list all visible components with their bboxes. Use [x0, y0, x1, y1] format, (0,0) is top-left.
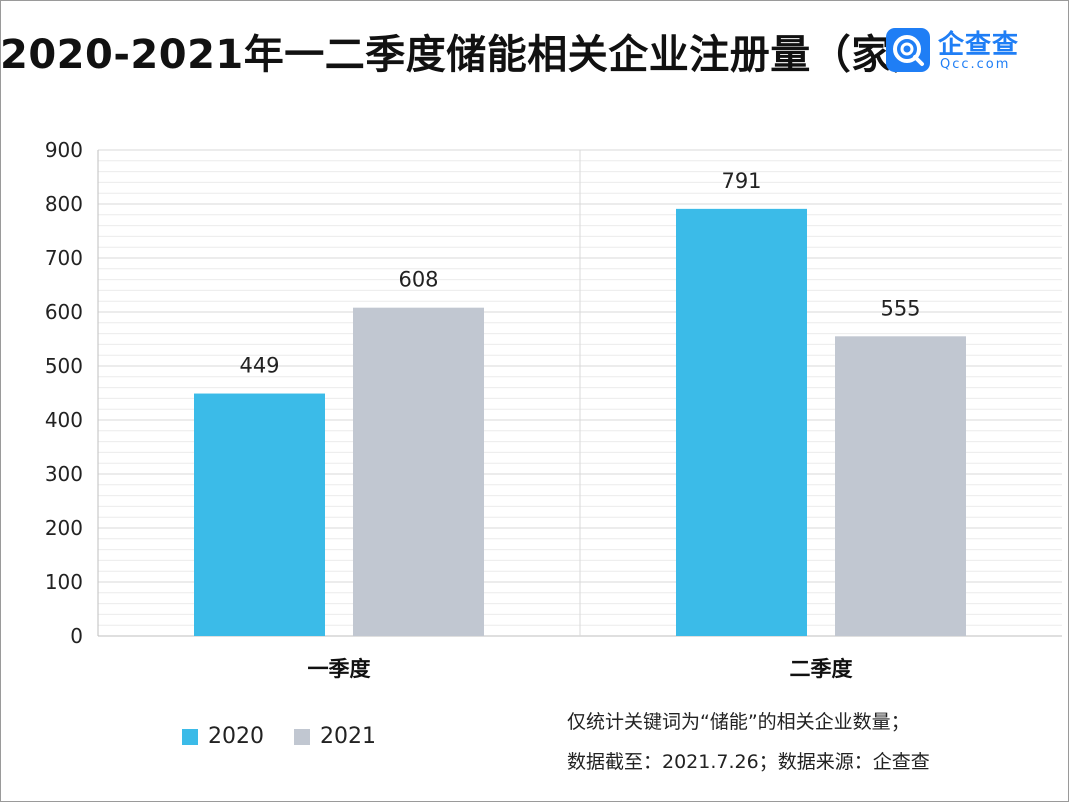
y-tick-label: 900 [45, 138, 83, 162]
qcc-logo-icon [886, 28, 930, 72]
x-category-label: 一季度 [308, 657, 371, 681]
data-label: 449 [239, 354, 279, 378]
y-tick-label: 300 [45, 462, 83, 486]
y-tick-label: 0 [70, 624, 83, 648]
y-tick-label: 100 [45, 570, 83, 594]
chart-title: 2020-2021年一二季度储能相关企业注册量（家） [0, 32, 933, 78]
legend-label-2020: 2020 [208, 724, 264, 749]
y-tick-label: 800 [45, 192, 83, 216]
bar-2021-2 [835, 336, 966, 636]
y-tick-label: 200 [45, 516, 83, 540]
qcc-logo-name: 企查查 [938, 30, 1020, 60]
legend-item-2020: 2020 [182, 724, 264, 749]
data-label: 791 [721, 169, 761, 193]
y-tick-label: 400 [45, 408, 83, 432]
bar-2020-2 [676, 208, 807, 637]
y-tick-label: 500 [45, 354, 83, 378]
bar-2021-1 [353, 307, 484, 636]
data-label: 608 [398, 268, 438, 292]
data-label: 555 [880, 296, 920, 320]
legend: 2020 2021 [182, 724, 406, 749]
qcc-logo-sub: Qcc.com [940, 57, 1011, 72]
y-tick-label: 700 [45, 246, 83, 270]
qcc-logo: 企查查 Qcc.com [886, 26, 1036, 76]
legend-swatch-2020 [182, 728, 198, 745]
legend-swatch-2021 [294, 728, 310, 745]
footnote-scope: 仅统计关键词为“储能”的相关企业数量； [567, 711, 910, 733]
bar-2020-1 [194, 393, 325, 636]
legend-item-2021: 2021 [294, 724, 376, 749]
y-tick-label: 600 [45, 300, 83, 324]
legend-label-2021: 2021 [320, 724, 376, 749]
footnote-source: 数据截至：2021.7.26；数据来源：企查查 [567, 751, 930, 773]
x-category-label: 二季度 [790, 657, 853, 681]
